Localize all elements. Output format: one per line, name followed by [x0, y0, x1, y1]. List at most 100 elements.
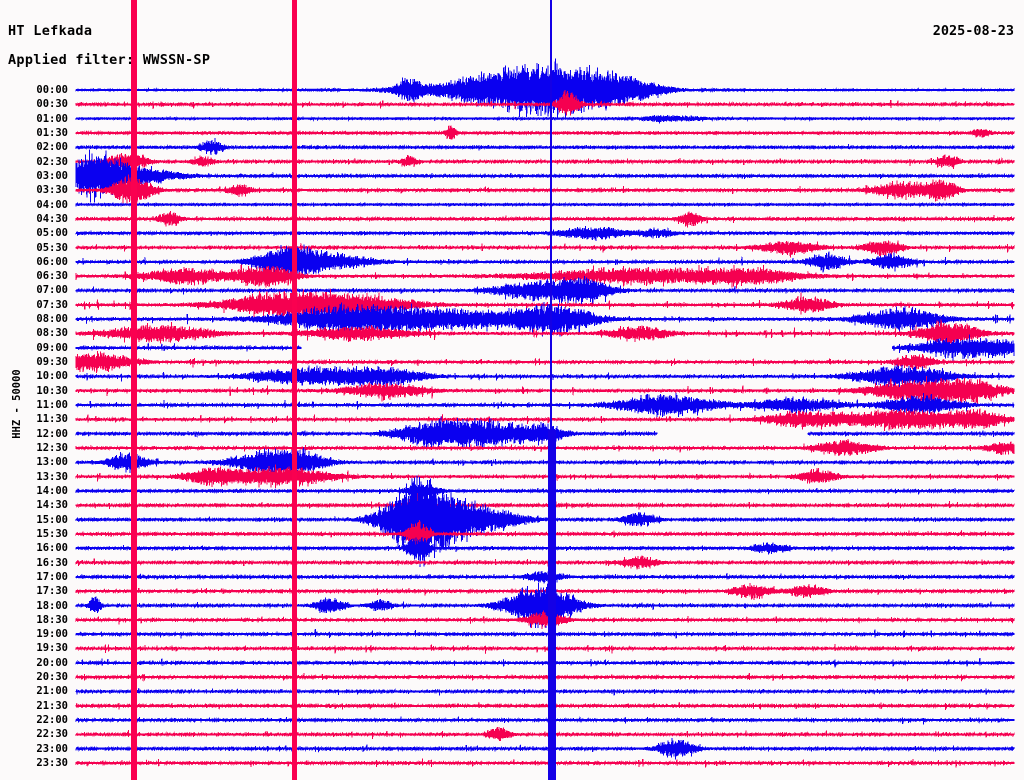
time-label-0030: 00:30	[36, 98, 68, 111]
trace-segment	[75, 58, 1015, 119]
time-label-0230: 02:30	[36, 155, 68, 168]
time-label-0600: 06:00	[36, 255, 68, 268]
applied-filter-label: Applied filter: WWSSN-SP	[8, 52, 211, 68]
trace-row-0630	[75, 264, 1015, 289]
trace-row-1230	[75, 438, 1015, 457]
trace-row-1600	[75, 537, 1015, 561]
time-label-0000: 00:00	[36, 84, 68, 96]
time-label-2330: 23:30	[36, 757, 68, 770]
trace-row-0230	[75, 153, 1015, 171]
time-label-1030: 10:30	[36, 384, 68, 397]
trace-row-0330	[75, 174, 1015, 207]
time-label-1230: 12:30	[36, 442, 68, 454]
time-label-2230: 22:30	[36, 728, 68, 741]
trace-row-0530	[75, 240, 1015, 258]
trace-row-2000	[75, 657, 1015, 668]
trace-segment	[75, 475, 1015, 568]
trace-row-1330	[75, 464, 1015, 488]
time-label-1730: 17:30	[36, 585, 68, 598]
time-label-1530: 15:30	[36, 527, 68, 540]
time-label-1200: 12:00	[36, 427, 68, 440]
trace-row-0730	[75, 289, 1015, 320]
time-label-2130: 21:30	[36, 699, 68, 712]
time-label-0700: 07:00	[36, 284, 68, 297]
time-label-1000: 10:00	[36, 370, 68, 383]
trace-row-0030	[75, 90, 1015, 116]
trace-row-1800	[75, 582, 1015, 629]
time-label-0530: 05:30	[36, 241, 68, 254]
trace-row-1400	[75, 484, 1015, 498]
trace-row-1930	[75, 644, 1015, 654]
time-label-0100: 01:00	[36, 112, 68, 125]
trace-row-2300	[75, 737, 1015, 760]
trace-row-1200	[75, 416, 1015, 450]
trace-row-1130	[75, 408, 1015, 431]
trace-row-1430	[75, 492, 1015, 519]
time-label-2000: 20:00	[36, 656, 68, 669]
trace-row-0200	[75, 138, 1015, 155]
trace-row-0930	[75, 350, 1015, 374]
trace-row-1100	[75, 392, 1015, 418]
time-label-1830: 18:30	[36, 613, 68, 626]
trace-row-1500	[75, 475, 1015, 568]
trace-row-1530	[75, 519, 1015, 547]
time-label-0930: 09:30	[36, 356, 68, 369]
observation-date: 2025-08-23	[932, 23, 1014, 39]
trace-row-0000	[75, 58, 1015, 119]
trace-row-1030	[75, 376, 1015, 405]
time-label-1130: 11:30	[36, 413, 68, 426]
time-label-1500: 15:00	[36, 513, 68, 526]
time-label-1330: 13:30	[36, 470, 68, 483]
trace-row-0500	[75, 226, 1015, 242]
time-label-0500: 05:00	[36, 227, 68, 240]
trace-row-0130	[75, 125, 1015, 140]
trace-row-1900	[75, 628, 1015, 639]
trace-row-2230	[75, 726, 1015, 742]
time-label-1800: 18:00	[36, 599, 68, 612]
trace-row-1830	[75, 610, 1015, 630]
time-label-2300: 23:00	[36, 742, 68, 755]
time-label-1700: 17:00	[36, 570, 68, 583]
station-name: HT Lefkada	[8, 23, 93, 39]
time-label-0800: 08:00	[36, 313, 68, 326]
trace-row-2330	[75, 758, 1015, 768]
time-label-0830: 08:30	[36, 327, 68, 340]
trace-row-1630	[75, 555, 1015, 570]
time-label-2030: 20:30	[36, 671, 68, 684]
trace-row-2130	[75, 702, 1015, 711]
trace-row-0600	[75, 244, 1015, 282]
time-label-0200: 02:00	[36, 141, 68, 154]
time-label-1400: 14:00	[36, 484, 68, 497]
trace-row-0430	[75, 210, 1015, 228]
trace-row-2200	[75, 716, 1015, 725]
trace-row-0100	[75, 114, 1015, 124]
time-label-1930: 19:30	[36, 642, 68, 655]
time-label-1100: 11:00	[36, 399, 68, 412]
time-label-0130: 01:30	[36, 126, 68, 139]
trace-row-0830	[75, 319, 1015, 347]
trace-row-1700	[75, 570, 1015, 584]
trace-segment	[891, 334, 1015, 361]
time-label-0630: 06:30	[36, 270, 68, 283]
time-label-0430: 04:30	[36, 212, 68, 225]
trace-row-0700	[75, 276, 1015, 305]
time-label-1600: 16:00	[36, 542, 68, 555]
time-label-2100: 21:00	[36, 685, 68, 698]
time-label-1300: 13:00	[36, 456, 68, 469]
seismogram-traces	[75, 58, 1015, 768]
time-label-0730: 07:30	[36, 298, 68, 311]
trace-row-1300	[75, 447, 1015, 482]
time-label-0330: 03:30	[36, 184, 68, 197]
trace-row-0900	[75, 334, 1015, 361]
time-label-1900: 19:00	[36, 628, 68, 641]
time-label-0900: 09:00	[36, 341, 68, 354]
time-label-0300: 03:00	[36, 169, 68, 182]
trace-row-0400	[75, 201, 1015, 208]
trace-row-2100	[75, 688, 1015, 696]
trace-row-0300	[75, 149, 1015, 203]
trace-row-2030	[75, 672, 1015, 682]
trace-segment	[75, 240, 1015, 258]
time-label-1630: 16:30	[36, 556, 68, 569]
time-axis: 00:00 00:30 01:00 01:30 02:00 02:30 03:00 03:30…	[0, 0, 74, 780]
